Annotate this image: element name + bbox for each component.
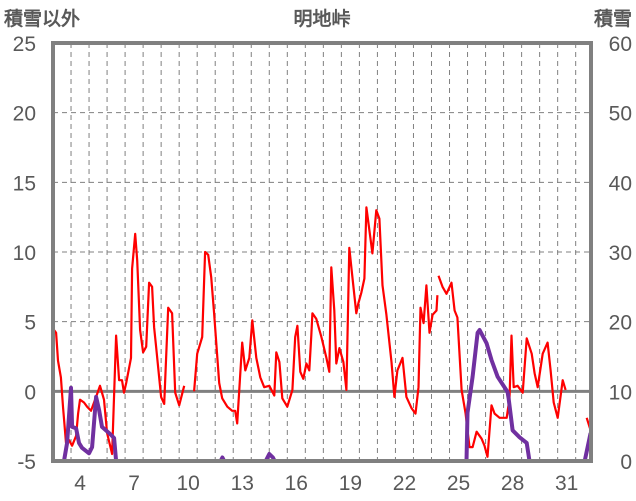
x-tick-label: 28 <box>501 472 524 495</box>
left-tick-label: 10 <box>13 242 36 265</box>
snow-depth-line <box>53 385 185 463</box>
x-tick-label: 13 <box>231 472 254 495</box>
series-lines <box>52 206 593 463</box>
non-snow-line <box>437 275 567 458</box>
x-tick-label: 16 <box>285 472 308 495</box>
left-tick-label: 20 <box>13 103 36 126</box>
right-tick-label: 0 <box>620 451 632 474</box>
x-tick-label: 19 <box>339 472 362 495</box>
chart-title: 明地峠 <box>293 7 350 30</box>
left-tick-label: 15 <box>13 172 36 195</box>
right-tick-label: 30 <box>609 242 632 265</box>
right-tick-label: 40 <box>609 172 632 195</box>
right-axis-title: 積雪 <box>594 7 632 30</box>
right-tick-label: 60 <box>609 33 632 56</box>
x-tick-label: 4 <box>74 472 86 495</box>
right-tick-label: 20 <box>609 312 632 335</box>
left-tick-label: 25 <box>13 33 36 56</box>
tick-labels: -5 0 5 10 15 20 25 0 10 20 30 40 50 60 4 7 10 13 16 19 22 25 2… <box>13 33 632 495</box>
x-tick-label: 7 <box>128 472 140 495</box>
left-tick-label: -5 <box>17 451 36 474</box>
x-tick-label: 25 <box>447 472 470 495</box>
right-tick-label: 50 <box>609 103 632 126</box>
left-tick-label: 5 <box>24 312 36 335</box>
right-tick-label: 10 <box>609 381 632 404</box>
x-tick-label: 10 <box>176 472 199 495</box>
plot-frame <box>51 41 593 463</box>
x-tick-label: 31 <box>555 472 578 495</box>
left-axis-title: 積雪以外 <box>4 7 80 30</box>
non-snow-line <box>52 232 186 456</box>
left-tick-label: 0 <box>24 381 36 404</box>
gridlines <box>53 43 591 461</box>
non-snow-line <box>193 206 439 425</box>
x-tick-label: 22 <box>393 472 416 495</box>
